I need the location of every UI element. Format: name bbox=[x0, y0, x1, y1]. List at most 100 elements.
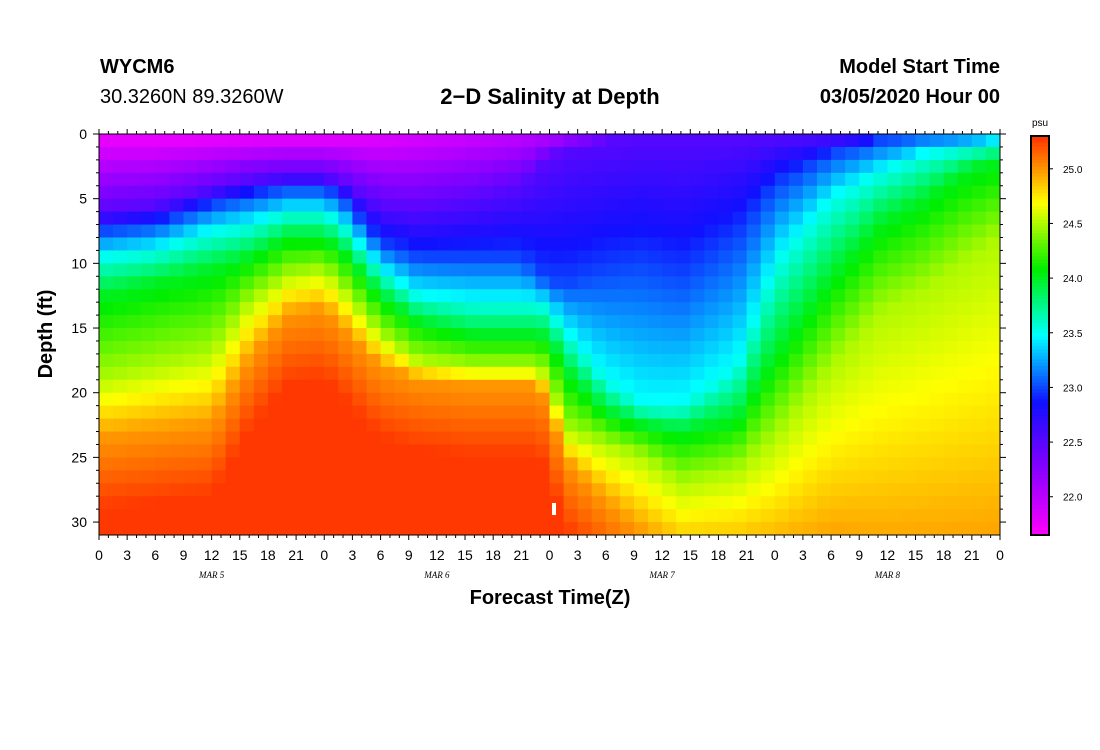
heatmap-cell bbox=[310, 302, 325, 316]
colorbar-segment bbox=[1031, 355, 1049, 360]
heatmap-cell bbox=[901, 198, 917, 213]
heatmap-cell bbox=[465, 224, 480, 239]
heatmap-cell bbox=[436, 496, 452, 510]
heatmap-cell bbox=[99, 353, 114, 368]
heatmap-cell bbox=[802, 134, 818, 148]
heatmap-cell bbox=[957, 159, 973, 174]
heatmap-cell bbox=[943, 431, 959, 446]
heatmap-cell bbox=[971, 379, 987, 394]
heatmap-cell bbox=[845, 198, 860, 213]
heatmap-cell bbox=[802, 146, 818, 161]
heatmap-cell bbox=[591, 353, 607, 368]
heatmap-cell bbox=[296, 263, 311, 277]
heatmap-cell bbox=[971, 134, 987, 148]
heatmap-cell bbox=[943, 405, 959, 420]
colorbar-segment bbox=[1031, 232, 1049, 237]
heatmap-cell bbox=[591, 185, 607, 200]
heatmap-cell bbox=[633, 224, 649, 239]
heatmap-cell bbox=[915, 405, 931, 420]
heatmap-cell bbox=[577, 496, 593, 510]
heatmap-cell bbox=[380, 392, 396, 407]
heatmap-cell bbox=[619, 211, 635, 226]
heatmap-cell bbox=[225, 237, 241, 252]
heatmap-cell bbox=[183, 431, 199, 446]
heatmap-cell bbox=[282, 315, 297, 329]
heatmap-cell bbox=[943, 340, 959, 355]
heatmap-cell bbox=[943, 366, 959, 381]
heatmap-cell bbox=[676, 172, 691, 187]
heatmap-cell bbox=[831, 302, 846, 316]
heatmap-cell bbox=[169, 509, 185, 523]
heatmap-cell bbox=[155, 302, 170, 316]
heatmap-cell bbox=[929, 431, 945, 446]
heatmap-cell bbox=[113, 457, 128, 471]
heatmap-cell bbox=[465, 146, 480, 161]
heatmap-cell bbox=[929, 509, 945, 523]
colorbar-tick-label: 23.5 bbox=[1063, 329, 1083, 340]
heatmap-cell bbox=[450, 509, 466, 523]
heatmap-cell bbox=[662, 444, 677, 458]
heatmap-cell bbox=[704, 198, 720, 213]
heatmap-cell bbox=[887, 276, 903, 290]
heatmap-cell bbox=[915, 392, 931, 407]
heatmap-cell bbox=[211, 418, 227, 433]
heatmap-cell bbox=[690, 340, 705, 355]
heatmap-cell bbox=[591, 263, 607, 277]
heatmap-cell bbox=[155, 315, 170, 329]
heatmap-cell bbox=[366, 483, 382, 497]
heatmap-cell bbox=[155, 250, 170, 264]
heatmap-cell bbox=[127, 496, 142, 510]
heatmap-cell bbox=[760, 340, 776, 355]
heatmap-cell bbox=[591, 289, 607, 303]
heatmap-cell bbox=[282, 340, 297, 355]
heatmap-cell bbox=[591, 224, 607, 239]
heatmap-cell bbox=[155, 172, 170, 187]
heatmap-cell bbox=[746, 263, 762, 277]
heatmap-cell bbox=[225, 134, 241, 148]
heatmap-cell bbox=[282, 276, 297, 290]
heatmap-cell bbox=[155, 134, 170, 148]
heatmap-cell bbox=[535, 509, 551, 523]
heatmap-cell bbox=[845, 392, 860, 407]
heatmap-cell bbox=[197, 483, 213, 497]
heatmap-cell bbox=[408, 134, 424, 148]
heatmap-cell bbox=[352, 224, 368, 239]
heatmap-cell bbox=[366, 237, 382, 252]
heatmap-cell bbox=[648, 237, 663, 252]
heatmap-cell bbox=[577, 444, 593, 458]
heatmap-cell bbox=[901, 224, 917, 239]
heatmap-cell bbox=[957, 470, 973, 484]
heatmap-cell bbox=[774, 276, 790, 290]
heatmap-cell bbox=[366, 366, 382, 381]
heatmap-cell bbox=[901, 509, 917, 523]
heatmap-cell bbox=[985, 146, 1000, 161]
heatmap-cell bbox=[915, 211, 931, 226]
heatmap-cell bbox=[633, 366, 649, 381]
heatmap-cell bbox=[366, 172, 382, 187]
heatmap-cell bbox=[479, 172, 494, 187]
heatmap-cell bbox=[901, 496, 917, 510]
heatmap-cell bbox=[99, 159, 114, 174]
colorbar-segment bbox=[1031, 252, 1049, 257]
heatmap-cell bbox=[113, 172, 128, 187]
x-tick-label: 12 bbox=[654, 547, 670, 563]
heatmap-cell bbox=[746, 353, 762, 368]
heatmap-cell bbox=[802, 289, 818, 303]
y-tick-label: 25 bbox=[71, 449, 87, 465]
heatmap-cell bbox=[507, 211, 522, 226]
heatmap-cell bbox=[479, 353, 494, 368]
heatmap-cell bbox=[816, 340, 832, 355]
heatmap-cell bbox=[816, 496, 832, 510]
heatmap-cell bbox=[465, 418, 480, 433]
heatmap-cell bbox=[155, 237, 170, 252]
heatmap-cell bbox=[577, 250, 593, 264]
heatmap-cell bbox=[408, 522, 424, 535]
heatmap-cell bbox=[310, 405, 325, 420]
heatmap-cell bbox=[408, 302, 424, 316]
heatmap-cell bbox=[985, 431, 1000, 446]
heatmap-cell bbox=[225, 328, 241, 342]
heatmap-cell bbox=[648, 134, 663, 148]
heatmap-cell bbox=[113, 250, 128, 264]
heatmap-cell bbox=[831, 263, 846, 277]
heatmap-cell bbox=[267, 172, 283, 187]
